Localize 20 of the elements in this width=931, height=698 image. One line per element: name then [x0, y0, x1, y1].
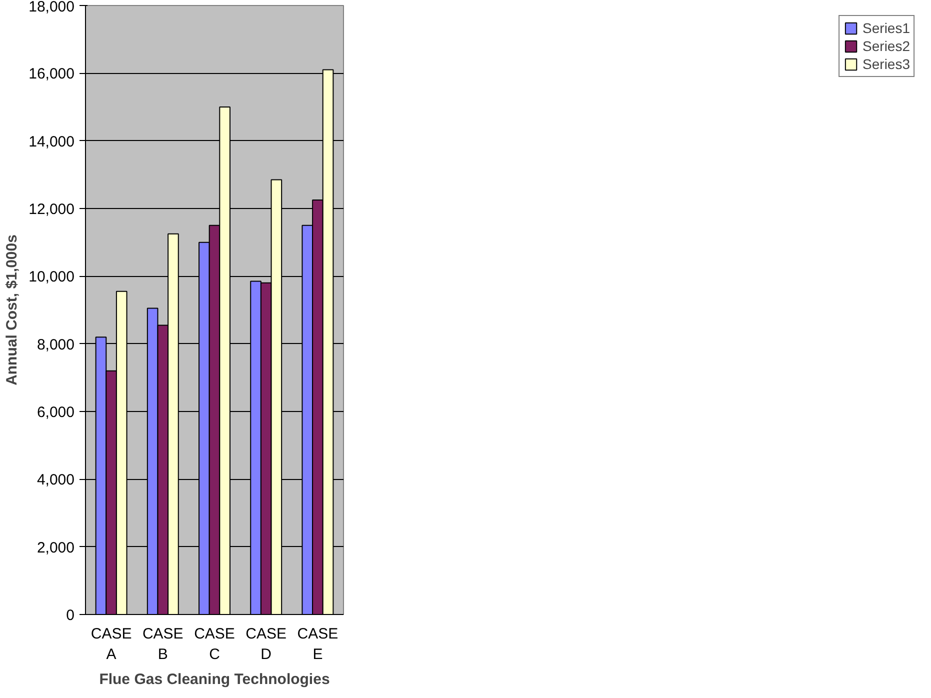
y-tick-label: 0 [66, 607, 74, 624]
y-tick-label: 8,000 [36, 336, 75, 354]
x-tick-label: CASE D [246, 626, 287, 663]
legend-label: Series1 [862, 20, 910, 36]
y-tick-label: 18,000 [28, 0, 75, 16]
x-axis-title: Flue Gas Cleaning Technologies [99, 670, 330, 688]
y-tick-label: 2,000 [36, 539, 75, 556]
x-tick-label: CASE B [142, 626, 184, 663]
y-tick-label: 16,000 [28, 66, 75, 83]
legend-label: Series3 [862, 56, 910, 72]
y-tick-label: 4,000 [36, 472, 75, 489]
y-tick-label: 6,000 [36, 404, 75, 421]
x-tick-label: CASE A [90, 626, 132, 663]
legend-label: Series2 [862, 38, 910, 54]
y-tick-label: 12,000 [28, 201, 75, 218]
y-axis-title: Annual Cost, $1,000s [4, 234, 21, 386]
y-tick-label: 10,000 [28, 268, 75, 286]
x-tick-label: CASE E [297, 626, 338, 663]
x-tick-label: CASE C [194, 626, 235, 663]
y-tick-label: 14,000 [28, 133, 75, 150]
